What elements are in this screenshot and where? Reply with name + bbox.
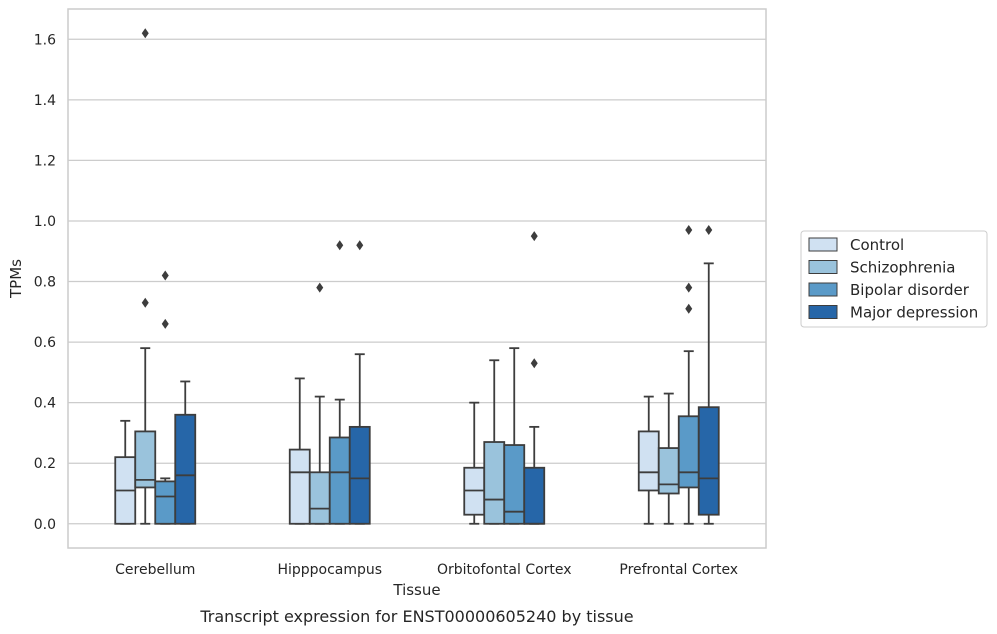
outlier-point [336,240,344,251]
legend-swatch [808,305,838,319]
outlier-point [161,270,169,281]
y-tick-labels: 0.0 0.2 0.4 0.6 0.8 1.0 1.2 1.4 1.6 [34,32,56,532]
box-control [288,377,311,525]
x-axis-title: Tissue [392,581,440,599]
x-tick-label: Hipppocampus [277,562,382,578]
box-iqr [134,430,157,489]
y-tick-label: 0.0 [34,517,56,533]
y-tick-label: 0.8 [34,275,56,291]
box-iqr [288,448,311,525]
legend-label: Schizophrenia [850,259,955,277]
legend-label: Control [850,236,904,254]
outlier-point [685,303,693,314]
box-iqr [174,413,197,525]
box-iqr [154,480,177,525]
box-schizophrenia [657,392,680,525]
box-control [637,395,660,525]
outlier-point [316,282,324,293]
legend-label: Major depression [850,304,978,322]
outlier-point [356,240,364,251]
legend-swatch [808,282,838,297]
box-iqr [697,406,720,516]
box-iqr [348,425,371,525]
box-major-depression [174,380,197,525]
legend-frame [800,230,988,328]
box-series [114,28,720,525]
box-major-depression [523,231,546,525]
x-tick-label: Cerebellum [115,562,195,578]
plot-frame [67,8,767,549]
box-bipolar-disorder [677,225,700,525]
chart-caption: Transcript expression for ENST0000060524… [199,607,633,626]
box-iqr [657,447,680,495]
box-control [114,419,137,525]
x-tick-labels: Cerebellum Hipppocampus Orbitofontal Corte… [115,562,738,578]
outlier-point [530,231,538,242]
outlier-point [161,318,169,329]
outlier-point [530,358,538,369]
box-schizophrenia [134,28,157,525]
legend: Control Schizophrenia Bipolar disorder Majo… [800,230,988,328]
y-tick-label: 1.6 [34,32,56,48]
outlier-point [685,225,693,236]
box-major-depression [348,240,371,525]
box-major-depression [697,225,720,525]
box-iqr [637,430,660,492]
box-iqr [308,471,331,525]
x-tick-label: Prefrontal Cortex [619,562,738,578]
outlier-point [705,225,713,236]
box-iqr [677,415,700,489]
box-bipolar-disorder [503,347,526,525]
box-iqr [483,441,506,525]
y-tick-label: 1.2 [34,153,56,169]
legend-swatch [808,260,838,274]
outlier-point [141,297,149,308]
box-schizophrenia [483,359,506,525]
y-tick-label: 0.2 [34,456,56,472]
box-bipolar-disorder [328,240,351,525]
outlier-point [685,282,693,293]
y-tick-label: 0.4 [34,396,56,412]
y-tick-label: 0.6 [34,335,56,351]
y-tick-label: 1.0 [34,214,56,230]
box-iqr [328,436,351,525]
box-iqr [523,466,546,525]
box-schizophrenia [308,282,331,525]
y-axis-title: TPMs [7,259,25,299]
outlier-point [141,28,149,39]
x-tick-label: Orbitofontal Cortex [437,562,572,578]
y-tick-label: 1.4 [34,93,56,109]
legend-swatch [808,237,838,252]
legend-label: Bipolar disorder [850,281,970,299]
box-bipolar-disorder [154,270,177,525]
